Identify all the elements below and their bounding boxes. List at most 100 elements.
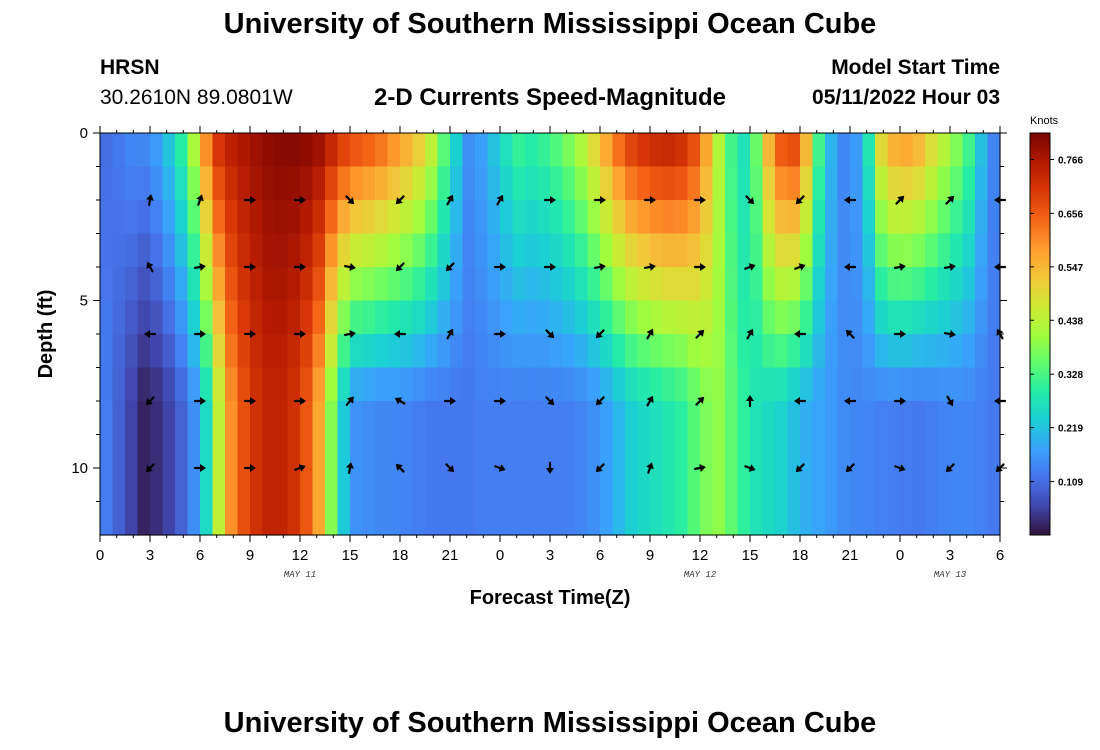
heatmap-cell xyxy=(162,267,176,302)
heatmap-cell xyxy=(675,401,689,436)
heatmap-cell xyxy=(825,133,839,168)
heatmap-cell xyxy=(187,468,201,503)
heatmap-cell xyxy=(412,233,426,268)
heatmap-cell xyxy=(100,401,114,436)
heatmap-cell xyxy=(587,334,601,369)
current-vector-arrow xyxy=(394,330,407,338)
heatmap-cell xyxy=(612,133,626,168)
heatmap-cell xyxy=(950,267,964,302)
heatmap-cell xyxy=(687,133,701,168)
heatmap-cell xyxy=(587,468,601,503)
heatmap-cell xyxy=(462,401,476,436)
heatmap-cell xyxy=(300,200,314,235)
current-vector-arrow xyxy=(845,463,855,473)
heatmap-cell xyxy=(425,200,439,235)
heatmap-cell xyxy=(162,434,176,469)
heatmap-cell xyxy=(262,367,276,402)
heatmap-cell xyxy=(262,200,276,235)
heatmap-cell xyxy=(337,200,351,235)
heatmap-cell xyxy=(237,434,251,469)
arrow-head xyxy=(196,194,204,202)
current-vector-arrow xyxy=(695,396,705,406)
heatmap-cell xyxy=(712,300,726,335)
heatmap-cell xyxy=(462,468,476,503)
heatmap-cell xyxy=(162,367,176,402)
heatmap-cell xyxy=(275,468,289,503)
heatmap-cell xyxy=(525,233,539,268)
heatmap-cell xyxy=(987,233,1001,268)
heatmap-cell xyxy=(812,367,826,402)
current-vector-arrow xyxy=(145,463,155,473)
heatmap-cell xyxy=(425,300,439,335)
heatmap-cell xyxy=(762,200,776,235)
heatmap-cell xyxy=(512,166,526,201)
arrow-head xyxy=(900,397,906,405)
heatmap-cell xyxy=(550,468,564,503)
heatmap-cell xyxy=(150,401,164,436)
heatmap-cell xyxy=(537,401,551,436)
current-vector-arrow xyxy=(693,196,706,204)
heatmap-cell xyxy=(275,401,289,436)
arrow-head xyxy=(794,397,800,405)
heatmap-cell xyxy=(800,200,814,235)
heatmap-cell xyxy=(287,334,301,369)
heatmap-cell xyxy=(500,367,514,402)
heatmap-cell xyxy=(312,166,326,201)
heatmap-cell xyxy=(275,501,289,536)
current-vector-arrow xyxy=(895,195,905,205)
heatmap-cell xyxy=(775,401,789,436)
arrow-head xyxy=(746,395,754,401)
heatmap-cell xyxy=(475,401,489,436)
current-vector-arrow xyxy=(545,396,555,406)
current-vector-arrow xyxy=(744,464,756,472)
heatmap-cell xyxy=(250,233,264,268)
heatmap-cell xyxy=(850,267,864,302)
heatmap-cell xyxy=(650,233,664,268)
heatmap-cell xyxy=(162,200,176,235)
heatmap-cell xyxy=(812,166,826,201)
heatmap-cell xyxy=(575,267,589,302)
heatmap-cell xyxy=(875,401,889,436)
heatmap-cell xyxy=(200,468,214,503)
heatmap-cell xyxy=(350,468,364,503)
heatmap-cell xyxy=(112,367,126,402)
heatmap-cell xyxy=(275,434,289,469)
heatmap-cell xyxy=(575,367,589,402)
heatmap-cell xyxy=(487,200,501,235)
heatmap-cell xyxy=(125,267,139,302)
arrow-head xyxy=(500,397,506,405)
arrow-head xyxy=(697,396,705,404)
heatmap-cell xyxy=(212,501,226,536)
heatmap-cell xyxy=(662,501,676,536)
current-vector-arrow xyxy=(443,397,456,405)
heatmap-cell xyxy=(387,468,401,503)
heatmap-cell xyxy=(450,367,464,402)
heatmap-cell xyxy=(375,200,389,235)
heatmap-cell xyxy=(650,300,664,335)
heatmap-cell xyxy=(200,300,214,335)
heatmap-cell xyxy=(475,133,489,168)
heatmap-cell xyxy=(450,434,464,469)
heatmap-cell xyxy=(662,166,676,201)
heatmap-cell xyxy=(437,133,451,168)
heatmap-cell xyxy=(612,468,626,503)
current-vector-arrow xyxy=(546,461,554,474)
heatmap-cell xyxy=(575,233,589,268)
heatmap-cell xyxy=(850,434,864,469)
heatmap-cell xyxy=(737,501,751,536)
heatmap-cell xyxy=(325,166,339,201)
y-tick-label: 0 xyxy=(80,125,88,142)
heatmap-cell xyxy=(525,434,539,469)
heatmap-cell xyxy=(800,367,814,402)
y-tick-label: 5 xyxy=(80,293,88,310)
heatmap-cell xyxy=(500,200,514,235)
current-vector-arrow xyxy=(746,395,754,408)
heatmap-cell xyxy=(375,468,389,503)
current-vector-arrow xyxy=(193,330,206,338)
heatmap-cell xyxy=(462,233,476,268)
heatmap-cell xyxy=(512,468,526,503)
heatmap-cell xyxy=(975,300,989,335)
heatmap-cell xyxy=(162,468,176,503)
heatmap-cell xyxy=(787,401,801,436)
heatmap-cell xyxy=(887,501,901,536)
